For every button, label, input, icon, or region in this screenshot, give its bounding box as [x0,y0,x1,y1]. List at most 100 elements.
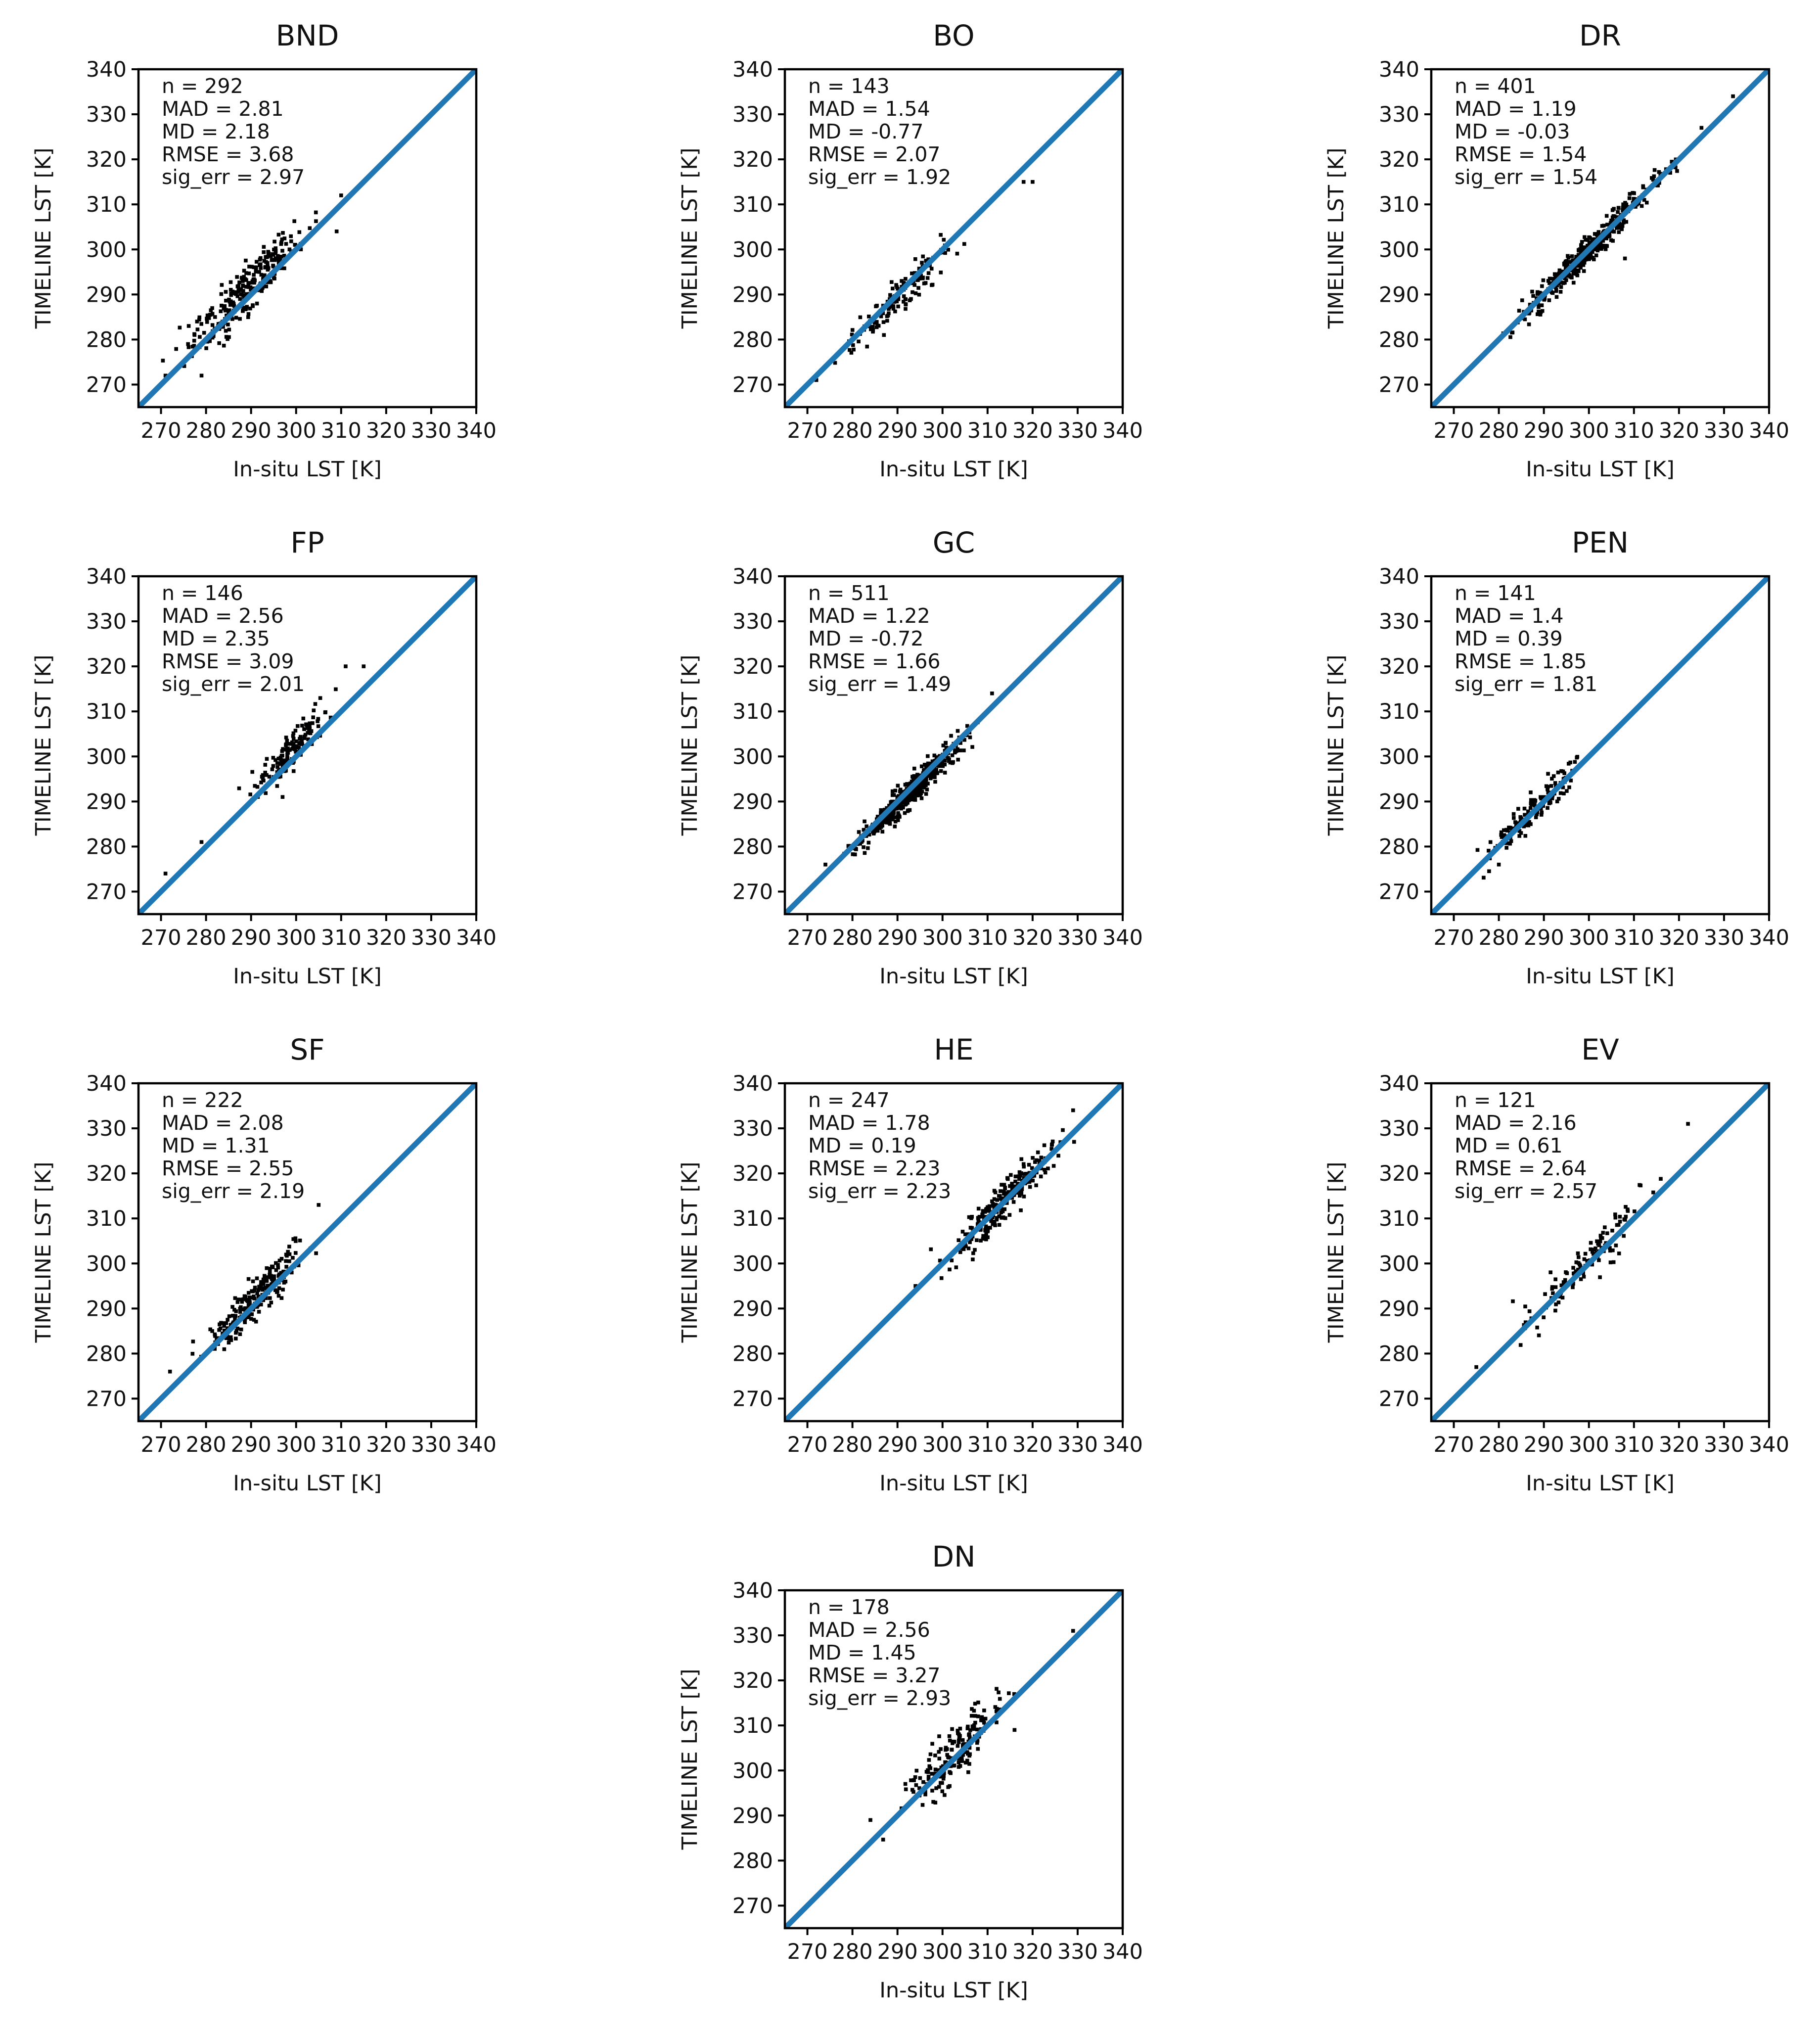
scatter-point [209,313,213,317]
scatter-point [888,293,892,297]
stat-line: MAD = 2.08 [162,1111,284,1135]
scatter-point [1579,251,1583,255]
stat-line: MAD = 2.16 [1455,1111,1577,1135]
scatter-point [999,1189,1002,1193]
scatter-point [280,237,284,241]
scatter-point [981,1234,985,1238]
scatter-point [277,259,281,263]
scatter-point [282,758,286,762]
scatter-point [939,1781,943,1785]
scatter-point [208,1327,212,1332]
scatter-point [896,304,900,309]
scatter-point [238,1306,242,1311]
scatter-point [1013,1174,1018,1179]
scatter-point [1556,1300,1561,1304]
scatter-point [863,851,867,855]
scatter-point [1502,828,1506,832]
scatter-point [973,1720,977,1725]
y-tick-label: 300 [1379,1251,1419,1276]
scatter-point [1622,218,1626,222]
panel-title: BO [933,19,974,52]
scatter-point [285,749,290,753]
scatter-point [285,752,289,757]
scatter-point [226,1318,229,1322]
x-tick-label: 270 [140,1433,181,1457]
scatter-point [939,271,943,275]
scatter-point [1668,171,1672,175]
scatter-point [1529,790,1533,794]
scatter-point [967,1762,971,1766]
scatter-point [851,343,855,347]
scatter-point [933,1767,938,1772]
scatter-point [293,744,298,748]
scatter-point [903,1782,908,1786]
scatter-point [250,1312,254,1316]
scatter-point [903,802,908,806]
x-tick-label: 330 [1704,418,1744,443]
y-tick-label: 330 [732,609,773,634]
x-tick-label: 310 [967,925,1008,950]
scatter-point [979,1239,983,1243]
scatter-point [262,1279,266,1283]
scatter-point [238,297,242,301]
scatter-point [878,826,882,830]
scatter-point [270,1264,274,1269]
scatter-point [993,1190,998,1195]
scatter-point [952,1763,956,1767]
scatter-point [243,1319,247,1323]
scatter-point [986,1226,990,1231]
scatter-point [1570,254,1574,258]
x-axis-label: In-situ LST [K] [879,1471,1028,1496]
scatter-point [243,1294,247,1299]
scatter-point [300,740,304,743]
scatter-point [287,1245,291,1248]
scatter-point [313,702,318,706]
stat-line: MAD = 2.56 [162,604,284,628]
scatter-point [236,288,241,293]
scatter-point [1603,1225,1607,1229]
scatter-point [997,1214,1001,1218]
scatter-point [896,818,900,822]
scatter-point [234,292,238,296]
scatter-point [279,1257,284,1261]
x-axis-label: In-situ LST [K] [1526,964,1675,989]
scatter-point [928,1752,933,1757]
scatter-point [994,1709,999,1713]
scatter-point [916,278,920,282]
scatter-point [947,1734,952,1738]
scatter-point [249,1317,253,1321]
scatter-point [948,1267,952,1272]
scatter-point [235,275,239,279]
scatter-point [1516,821,1520,825]
scatter-point [220,283,224,287]
scatter-point [246,1303,251,1307]
scatter-point [192,344,196,348]
y-tick-label: 320 [86,147,127,172]
scatter-point [1627,196,1632,200]
scatter-point [1487,869,1491,874]
scatter-point [168,1370,172,1374]
y-tick-label: 310 [732,1206,773,1231]
scatter-point [205,317,209,321]
scatter-point [253,265,258,270]
scatter-point [1487,848,1491,853]
panel-title: SF [290,1033,324,1066]
scatter-point [294,1239,298,1243]
scatter-point [930,282,935,287]
scatter-point [250,1289,254,1293]
scatter-point [1617,226,1621,230]
scatter-point [186,345,191,349]
scatter-point [224,298,228,303]
scatter-point [937,1757,942,1760]
scatter-point [1554,1302,1558,1306]
y-tick-label: 290 [1379,1296,1419,1321]
scatter-point [1563,266,1568,270]
panel-title: PEN [1572,526,1629,559]
scatter-point [943,758,947,762]
scatter-point [919,764,924,769]
scatter-point [998,1708,1001,1711]
scatter-point [880,830,885,834]
x-tick-label: 300 [276,925,317,950]
scatter-point [943,771,947,775]
